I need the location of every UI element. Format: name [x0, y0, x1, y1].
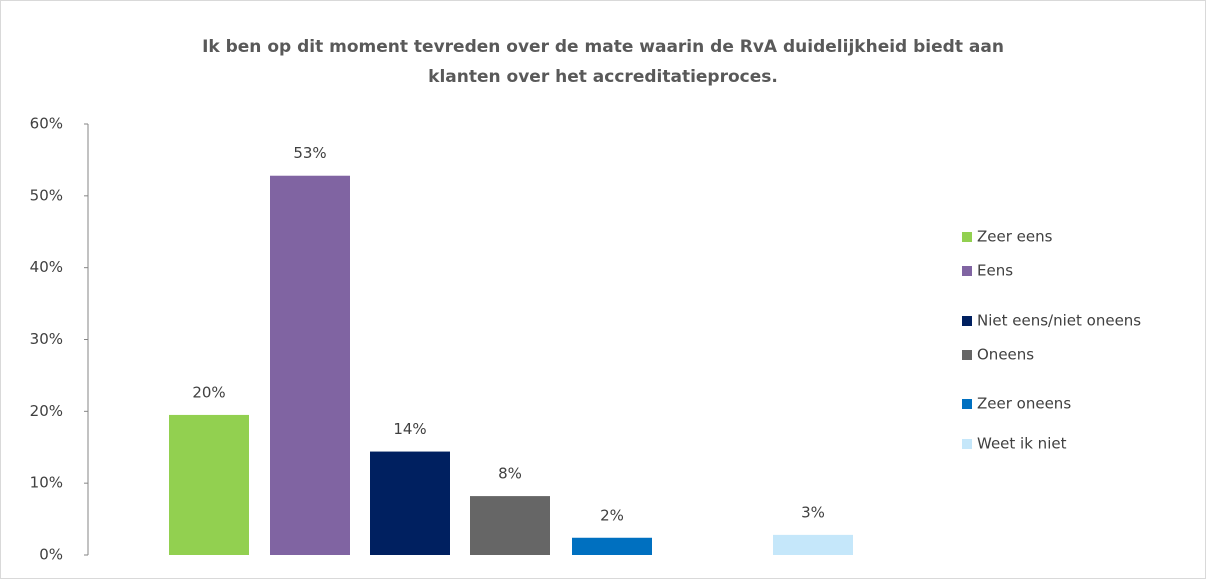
legend-label: Zeer eens — [977, 228, 1053, 246]
legend-label: Eens — [977, 262, 1013, 280]
bar — [773, 534, 853, 555]
legend-swatch — [962, 232, 972, 242]
legend-swatch — [962, 399, 972, 409]
data-label: 3% — [801, 503, 825, 521]
chart-title: klanten over het accreditatieproces. — [428, 67, 778, 87]
y-tick-label: 0% — [39, 546, 63, 564]
y-tick-label: 40% — [30, 258, 63, 276]
legend-swatch — [962, 350, 972, 360]
data-label: 20% — [192, 383, 225, 401]
data-label: 8% — [498, 465, 522, 483]
data-label: 2% — [600, 506, 624, 524]
bar — [169, 414, 249, 555]
y-tick-label: 30% — [30, 330, 63, 348]
legend-label: Weet ik niet — [977, 435, 1067, 453]
legend-swatch — [962, 266, 972, 276]
bar — [572, 537, 652, 555]
chart-title: Ik ben op dit moment tevreden over de ma… — [202, 37, 1004, 57]
legend-label: Niet eens/niet oneens — [977, 312, 1141, 330]
bar — [370, 451, 450, 555]
y-tick-label: 10% — [30, 474, 63, 492]
y-tick-label: 60% — [30, 115, 63, 133]
legend-swatch — [962, 439, 972, 449]
legend-label: Zeer oneens — [977, 395, 1071, 413]
y-tick-label: 20% — [30, 402, 63, 420]
bar — [470, 496, 550, 555]
bar — [270, 175, 350, 555]
data-label: 53% — [293, 144, 326, 162]
y-tick-label: 50% — [30, 186, 63, 204]
legend-label: Oneens — [977, 346, 1034, 364]
legend-swatch — [962, 316, 972, 326]
data-label: 14% — [393, 420, 426, 438]
